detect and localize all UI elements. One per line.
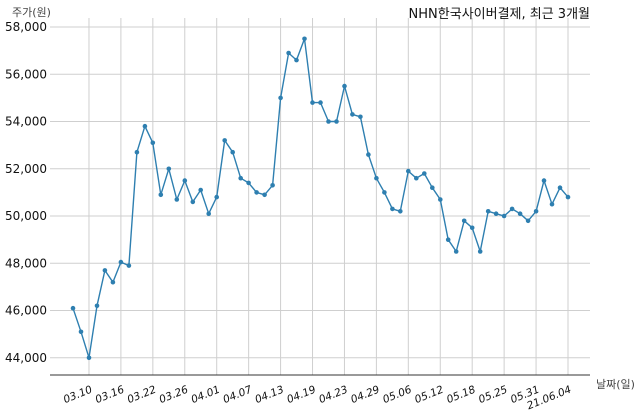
- y-axis-label: 주가(원): [12, 6, 51, 19]
- data-point: [493, 211, 499, 216]
- data-point: [278, 95, 283, 101]
- data-point: [430, 185, 435, 190]
- data-point: [230, 149, 235, 155]
- chart-title: NHN한국사이버결제, 최근 3개월: [409, 7, 590, 22]
- data-point: [86, 355, 92, 361]
- data-point: [182, 178, 188, 183]
- data-point: [374, 175, 379, 181]
- x-tick-label: 04.13: [253, 384, 285, 406]
- data-point: [541, 178, 547, 183]
- data-point: [533, 209, 539, 214]
- x-tick-label: 04.01: [189, 384, 221, 406]
- data-point: [78, 329, 84, 335]
- data-point: [549, 201, 555, 207]
- y-tick-label: 50,000: [5, 209, 47, 223]
- data-point: [414, 175, 419, 181]
- data-point: [198, 187, 203, 193]
- x-tick-label: 03.22: [126, 384, 159, 407]
- data-point: [126, 263, 132, 268]
- data-point: [334, 119, 339, 124]
- series-line: [72, 38, 569, 359]
- data-point: [525, 218, 531, 224]
- data-point: [461, 218, 467, 224]
- y-tick-labels: 44,000 46,000 48,000 50,000 52,000 54,000 56,0…: [5, 20, 47, 365]
- x-tick-labels: 03.10 03.16 03.22 03.26 04.01 04.07 04.13 04.19…: [62, 384, 573, 413]
- data-point: [238, 175, 243, 181]
- x-tick-label: 05.12: [413, 384, 446, 407]
- grid: [50, 18, 590, 375]
- data-point: [166, 166, 172, 172]
- data-point: [286, 50, 291, 56]
- data-point: [70, 305, 76, 311]
- y-tick-label: 48,000: [5, 256, 47, 270]
- y-tick-label: 54,000: [5, 115, 47, 129]
- data-point: [501, 213, 507, 219]
- data-point: [142, 123, 148, 129]
- y-tick-label: 52,000: [5, 162, 47, 176]
- data-point: [326, 119, 331, 124]
- data-point: [110, 279, 116, 285]
- x-tick-label: 05.25: [477, 384, 510, 407]
- data-point: [270, 183, 275, 188]
- x-tick-label: 04.07: [221, 384, 254, 407]
- data-point: [246, 180, 251, 186]
- data-point: [302, 36, 307, 42]
- data-point: [398, 209, 403, 214]
- data-point: [318, 100, 323, 105]
- x-tick-label: 04.23: [317, 384, 349, 406]
- data-point: [310, 100, 315, 105]
- data-point: [158, 192, 164, 198]
- x-tick-label: 03.10: [62, 384, 95, 407]
- y-tick-label: 56,000: [5, 67, 47, 81]
- data-point: [477, 249, 483, 254]
- x-tick-label: 04.19: [285, 384, 318, 407]
- data-point: [150, 140, 156, 146]
- data-point: [438, 197, 443, 202]
- x-tick-label: 03.26: [158, 384, 191, 407]
- data-point: [350, 112, 355, 117]
- y-tick-label: 46,000: [5, 304, 47, 318]
- data-point: [118, 259, 124, 265]
- data-point: [509, 206, 515, 212]
- data-point: [102, 268, 108, 273]
- y-tick-label: 58,000: [5, 20, 47, 34]
- data-point: [254, 190, 259, 195]
- data-point: [565, 194, 571, 200]
- data-point: [134, 149, 140, 155]
- x-tick-label: 03.16: [94, 384, 127, 407]
- data-point: [517, 211, 523, 216]
- data-point: [469, 225, 475, 231]
- data-point: [382, 190, 387, 195]
- x-tick-label: 05.06: [381, 384, 414, 407]
- data-point: [206, 211, 211, 216]
- data-point: [453, 249, 459, 254]
- data-point: [390, 206, 395, 212]
- data-point: [342, 83, 347, 89]
- data-point: [222, 138, 227, 143]
- x-tick-label: 05.18: [445, 384, 478, 407]
- data-point: [294, 57, 299, 63]
- data-point: [366, 152, 371, 157]
- data-point: [190, 199, 196, 205]
- y-tick-label: 44,000: [5, 351, 47, 365]
- data-point: [262, 192, 267, 198]
- data-point: [422, 171, 427, 176]
- data-point: [445, 237, 451, 242]
- data-point: [358, 114, 363, 120]
- data-point: [406, 168, 411, 174]
- price-series: [70, 36, 571, 361]
- x-tick-label: 04.29: [349, 384, 382, 407]
- data-point: [557, 185, 563, 190]
- data-point: [174, 197, 180, 202]
- data-point: [94, 303, 100, 309]
- data-point: [214, 194, 219, 200]
- data-point: [485, 209, 491, 214]
- x-axis-label: 날짜(일): [596, 377, 635, 391]
